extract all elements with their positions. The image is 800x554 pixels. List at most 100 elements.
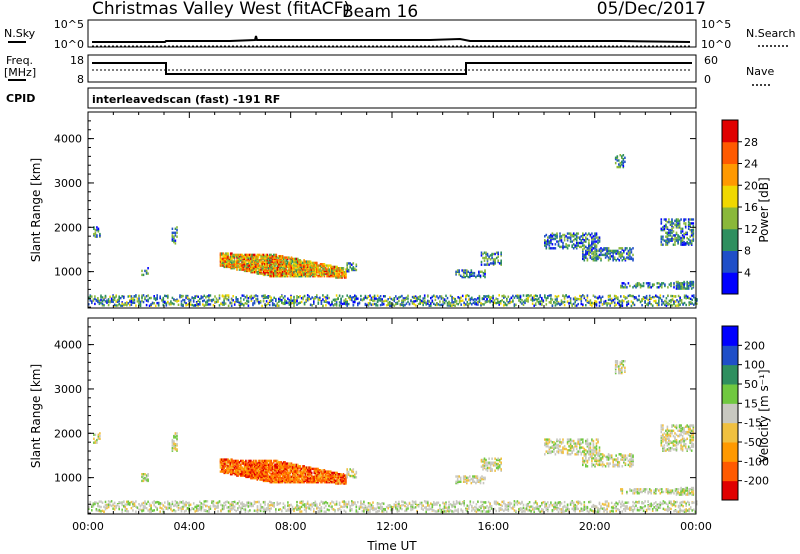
scatter-cell — [343, 275, 346, 278]
scatter-cell — [622, 154, 625, 157]
scatter-cell — [668, 231, 670, 234]
scatter-cell — [562, 241, 564, 245]
scatter-cell — [621, 155, 623, 158]
scatter-cell — [626, 296, 628, 300]
scatter-cell — [474, 300, 476, 304]
scatter-cell — [464, 275, 467, 279]
scatter-cell — [305, 265, 308, 269]
scatter-cell — [238, 263, 241, 266]
scatter-cell — [191, 303, 193, 307]
scatter-cell — [224, 465, 227, 468]
scatter-cell — [518, 294, 520, 298]
scatter-cell — [545, 245, 548, 249]
scatter-cell — [325, 300, 327, 303]
scatter-cell — [268, 299, 271, 302]
scatter-cell — [219, 461, 222, 464]
scatter-cell — [585, 245, 587, 249]
scatter-cell — [101, 509, 104, 512]
scatter-cell — [461, 501, 464, 505]
scatter-cell — [475, 503, 478, 506]
scatter-cell — [288, 299, 291, 302]
scatter-cell — [232, 461, 234, 464]
scatter-cell — [486, 298, 488, 301]
scatter-cell — [264, 271, 266, 274]
scatter-cell — [470, 273, 473, 276]
scatter-cell — [527, 300, 529, 303]
scatter-cell — [182, 303, 184, 307]
scatter-cell — [309, 260, 312, 263]
scatter-cell — [221, 470, 223, 473]
scatter-cell — [335, 265, 337, 269]
scatter-cell — [437, 303, 440, 306]
scatter-cell — [270, 264, 272, 267]
scatter-cell — [235, 509, 237, 513]
scatter-cell — [554, 237, 557, 241]
scatter-cell — [621, 282, 624, 285]
scatter-cell — [132, 300, 134, 303]
scatter-cell — [659, 506, 662, 509]
scatter-cell — [307, 265, 309, 269]
scatter-cell — [367, 510, 370, 513]
scatter-cell — [334, 299, 336, 303]
scatter-cell — [219, 263, 222, 266]
scatter-cell — [176, 501, 178, 504]
scatter-cell — [118, 303, 120, 306]
scatter-cell — [553, 233, 555, 237]
scatter-cell — [226, 469, 228, 472]
scatter-cell — [351, 263, 353, 266]
scatter-cell — [678, 226, 681, 229]
scatter-cell — [231, 267, 233, 270]
scatter-cell — [103, 298, 105, 302]
scatter-cell — [328, 296, 330, 300]
scatter-cell — [331, 500, 333, 503]
scatter-cell — [632, 504, 634, 507]
scatter-cell — [113, 298, 116, 302]
scatter-cell — [279, 263, 281, 266]
scatter-cell — [174, 227, 177, 230]
scatter-cell — [250, 271, 252, 274]
scatter-cell — [689, 235, 691, 238]
scatter-cell — [129, 501, 131, 505]
scatter-cell — [369, 502, 371, 505]
scatter-cell — [195, 504, 198, 507]
scatter-cell — [583, 255, 586, 258]
scatter-cell — [308, 507, 310, 510]
scatter-cell — [606, 252, 608, 255]
scatter-cell — [410, 508, 412, 512]
scatter-cell — [612, 249, 614, 253]
scatter-cell — [615, 501, 617, 505]
scatter-cell — [620, 247, 622, 250]
scatter-cell — [136, 506, 139, 509]
scatter-cell — [656, 303, 659, 307]
scatter-cell — [600, 247, 602, 250]
scatter-cell — [271, 502, 274, 505]
scatter-cell — [345, 273, 347, 277]
scatter-cell — [392, 298, 394, 301]
scatter-cell — [259, 507, 262, 510]
scatter-cell — [284, 273, 286, 277]
scatter-cell — [510, 300, 513, 304]
scatter-cell — [430, 502, 432, 505]
scatter-cell — [307, 260, 309, 263]
scatter-cell — [680, 287, 682, 290]
scatter-cell — [647, 284, 649, 288]
scatter-cell — [680, 242, 682, 245]
scatter-cell — [309, 268, 312, 271]
scatter-cell — [231, 257, 233, 261]
scatter-cell — [127, 295, 130, 298]
scatter-cell — [222, 257, 224, 261]
scatter-cell — [267, 302, 269, 305]
scatter-cell — [275, 269, 278, 273]
scatter-cell — [110, 500, 113, 503]
scatter-cell — [530, 505, 532, 508]
scatter-cell — [88, 507, 90, 510]
scatter-cell — [352, 296, 355, 299]
scatter-cell — [271, 273, 274, 277]
scatter-cell — [279, 272, 281, 275]
scatter-cell — [271, 256, 274, 259]
scatter-cell — [197, 509, 199, 512]
scatter-cell — [621, 255, 624, 258]
scatter-cell — [667, 286, 669, 289]
scatter-cell — [236, 261, 238, 265]
scatter-cell — [123, 296, 125, 300]
